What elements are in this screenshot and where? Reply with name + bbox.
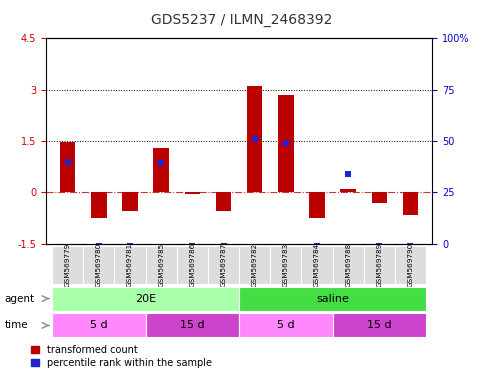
Bar [278,95,294,192]
Text: GDS5237 / ILMN_2468392: GDS5237 / ILMN_2468392 [151,13,332,27]
Text: GSM569789: GSM569789 [376,243,383,287]
Text: 15 d: 15 d [367,320,392,331]
Text: agent: agent [5,293,35,304]
Text: GSM569790: GSM569790 [408,243,413,287]
FancyBboxPatch shape [270,246,301,284]
Text: GSM569785: GSM569785 [158,243,164,287]
Point [157,160,165,166]
Point [64,159,71,165]
Text: time: time [5,320,28,331]
Text: GSM569788: GSM569788 [345,243,351,287]
Text: 15 d: 15 d [180,320,205,331]
Text: GSM569781: GSM569781 [127,243,133,287]
FancyBboxPatch shape [333,313,426,338]
Point [251,136,258,142]
Text: 5 d: 5 d [277,320,295,331]
Bar [341,189,356,192]
Point [126,242,134,248]
Point [220,242,227,248]
Point [375,242,383,248]
Bar [60,142,75,192]
FancyBboxPatch shape [333,246,364,284]
FancyBboxPatch shape [301,246,333,284]
FancyBboxPatch shape [52,286,239,311]
Bar [185,192,200,194]
Text: GSM569782: GSM569782 [252,243,257,287]
Bar [403,192,418,215]
Legend: transformed count, percentile rank within the sample: transformed count, percentile rank withi… [31,345,212,367]
Text: saline: saline [316,293,349,304]
FancyBboxPatch shape [364,246,395,284]
Text: GSM569783: GSM569783 [283,243,289,287]
Text: GSM569786: GSM569786 [189,243,195,287]
Text: GSM569779: GSM569779 [65,243,71,287]
Bar [247,86,262,192]
FancyBboxPatch shape [52,246,83,284]
Text: GSM569787: GSM569787 [221,243,227,287]
Text: 20E: 20E [135,293,156,304]
Point [188,242,196,248]
FancyBboxPatch shape [114,246,145,284]
Bar [122,192,138,211]
Point [95,242,103,248]
FancyBboxPatch shape [395,246,426,284]
FancyBboxPatch shape [208,246,239,284]
Bar [309,192,325,218]
Bar [154,148,169,192]
Point [344,170,352,177]
FancyBboxPatch shape [239,246,270,284]
Bar [91,192,107,218]
FancyBboxPatch shape [177,246,208,284]
FancyBboxPatch shape [145,246,177,284]
Text: GSM569780: GSM569780 [96,243,102,287]
Text: GSM569784: GSM569784 [314,243,320,287]
FancyBboxPatch shape [83,246,114,284]
Point [313,242,321,248]
Point [282,140,290,146]
Text: 5 d: 5 d [90,320,108,331]
Point [407,242,414,248]
Bar [371,192,387,203]
FancyBboxPatch shape [145,313,239,338]
FancyBboxPatch shape [239,313,333,338]
Bar [216,192,231,211]
FancyBboxPatch shape [239,286,426,311]
FancyBboxPatch shape [52,313,145,338]
